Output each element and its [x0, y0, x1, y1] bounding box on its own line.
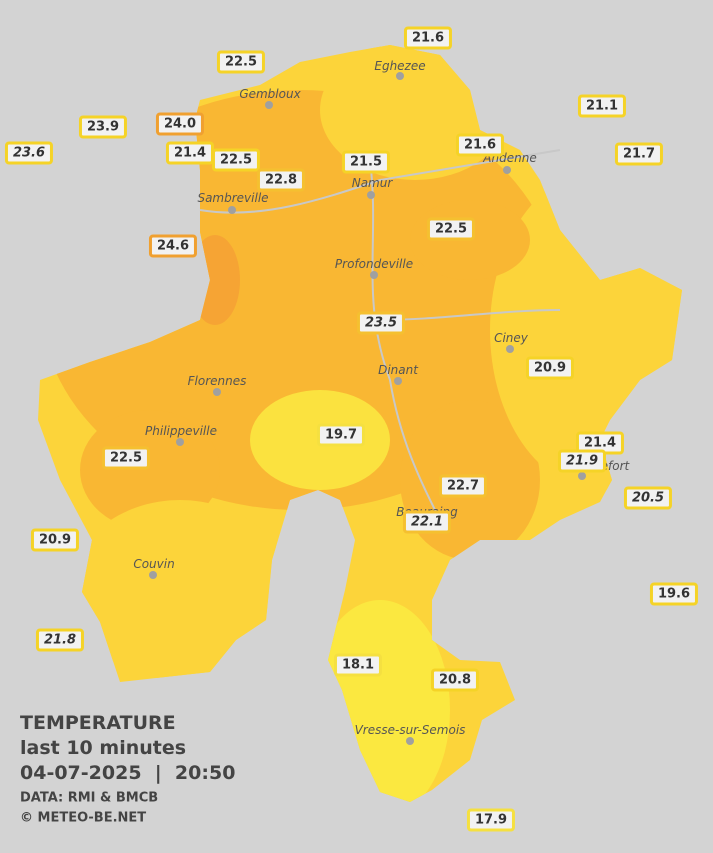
legend-text: DATA: RMI & BMCB: [20, 790, 159, 806]
station-value: 24.6: [148, 234, 198, 258]
city-label: Namur: [351, 176, 393, 190]
station-value: 23.9: [78, 115, 128, 139]
station-value: 21.9: [557, 449, 607, 473]
station-value: 18.1: [333, 653, 383, 677]
legend-text: TEMPERATURE: [20, 712, 176, 734]
city-dot: [396, 72, 404, 80]
station-value: 20.9: [525, 356, 575, 380]
city-label: Vresse-sur-Semois: [354, 723, 466, 737]
city-label: Sambreville: [197, 191, 269, 205]
city-label: Couvin: [133, 557, 175, 571]
station-value: 24.0: [155, 112, 205, 136]
station-value: 21.6: [455, 133, 505, 157]
city-dot: [578, 472, 586, 480]
station-value: 22.7: [438, 474, 488, 498]
station-value: 21.8: [35, 628, 85, 652]
station-value: 23.6: [4, 141, 54, 165]
city-label: Gembloux: [239, 87, 301, 101]
station-value: 20.5: [623, 486, 673, 510]
station-value: 19.7: [316, 423, 366, 447]
city-label: Philippeville: [145, 424, 217, 438]
station-value: 22.1: [402, 510, 452, 534]
city-dot: [406, 737, 414, 745]
station-value: 21.5: [341, 150, 391, 174]
station-value: 21.4: [165, 141, 215, 165]
station-value: 20.8: [430, 668, 480, 692]
city-dot: [228, 206, 236, 214]
city-dot: [367, 191, 375, 199]
station-value: 22.5: [101, 446, 151, 470]
station-value: 20.9: [30, 528, 80, 552]
legend-text: 04-07-2025 | 20:50: [20, 762, 236, 784]
station-value: 22.5: [426, 217, 476, 241]
station-value: 23.5: [356, 311, 406, 335]
station-value: 21.6: [403, 26, 453, 50]
city-dot: [394, 377, 402, 385]
station-value: 22.8: [256, 168, 306, 192]
legend-text: © METEO-BE.NET: [20, 810, 147, 826]
city-label: Ciney: [494, 331, 528, 345]
legend-text: last 10 minutes: [20, 737, 187, 759]
city-dot: [176, 438, 184, 446]
station-value: 21.7: [614, 142, 664, 166]
city-dot: [149, 571, 157, 579]
station-value: 19.6: [649, 582, 699, 606]
city-dot: [370, 271, 378, 279]
city-label: Florennes: [187, 374, 247, 388]
station-value: 21.1: [577, 94, 627, 118]
city-label: Eghezee: [374, 59, 426, 73]
station-value: 22.5: [216, 50, 266, 74]
city-label: Dinant: [378, 363, 418, 377]
city-dot: [503, 166, 511, 174]
city-label: Profondeville: [334, 257, 414, 271]
station-value: 17.9: [466, 808, 516, 832]
city-dot: [265, 101, 273, 109]
station-value: 22.5: [211, 148, 261, 172]
city-dot: [213, 388, 221, 396]
city-dot: [506, 345, 514, 353]
